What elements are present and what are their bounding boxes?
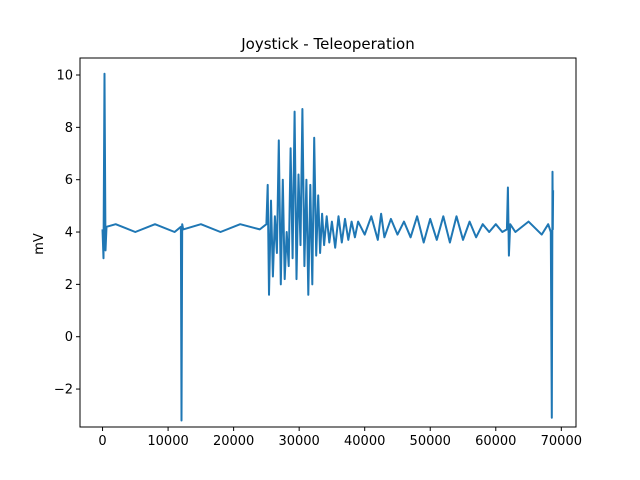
chart-title: Joystick - Teleoperation xyxy=(240,35,414,53)
y-axis-label: mV xyxy=(32,233,47,255)
y-tick-label: 6 xyxy=(65,173,73,188)
y-axis: −2 0 2 4 6 8 10 xyxy=(54,69,80,398)
y-tick-label: 2 xyxy=(65,278,73,293)
x-tick-label: 40000 xyxy=(344,434,385,449)
plot-area xyxy=(101,72,555,422)
y-tick-label: 4 xyxy=(65,226,73,241)
x-tick-label: 50000 xyxy=(410,434,451,449)
series-line-0 xyxy=(101,72,555,422)
x-tick-label: 20000 xyxy=(213,434,254,449)
axes-frame xyxy=(79,57,577,428)
y-tick-label: 0 xyxy=(65,330,73,345)
x-tick-label: 0 xyxy=(98,434,106,449)
x-tick-label: 60000 xyxy=(475,434,516,449)
x-tick-label: 30000 xyxy=(278,434,319,449)
y-tick-label: 8 xyxy=(65,121,73,136)
x-tick-label: 10000 xyxy=(147,434,188,449)
y-tick-label: 10 xyxy=(56,69,73,84)
y-tick-label: −2 xyxy=(54,383,73,398)
x-tick-label: 70000 xyxy=(541,434,582,449)
x-axis: 0 10000 20000 30000 40000 50000 60000 70000 xyxy=(98,427,582,449)
